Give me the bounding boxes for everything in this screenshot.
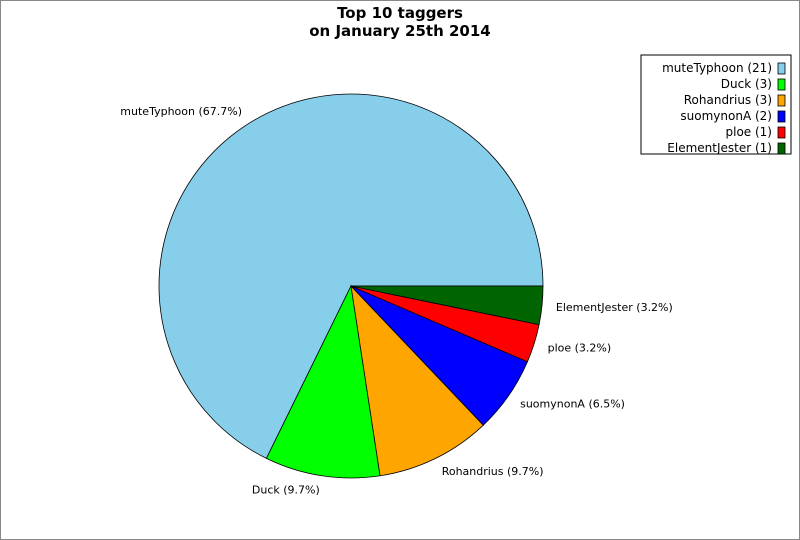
legend-swatch-rohandrius: [777, 94, 786, 107]
slice-label-suomynona: suomynonA (6.5%): [520, 398, 625, 411]
legend-label-suomynona: suomynonA (2): [680, 109, 772, 123]
pie-slice-elementjester: [350, 285, 544, 326]
legend-label-ploe: ploe (1): [726, 125, 773, 139]
legend-label-mutetyphoon: muteTyphoon (21): [662, 61, 772, 75]
slice-label-rohandrius: Rohandrius (9.7%): [442, 465, 544, 478]
pie-slice-rohandrius: [350, 284, 484, 477]
pie-slice-duck: [265, 284, 381, 479]
legend-box: [640, 54, 792, 155]
slice-labels: muteTyphoon (67.7%) Duck (9.7%) Rohandrius…: [120, 105, 673, 496]
slice-label-mutetyphoon: muteTyphoon (67.7%): [120, 105, 242, 118]
legend-swatch-mutetyphoon: [777, 62, 786, 75]
slice-label-ploe: ploe (3.2%): [548, 342, 612, 355]
pie-slices: [158, 93, 544, 479]
pie-slice-mutetyphoon: [158, 93, 544, 459]
legend-swatch-duck: [777, 78, 786, 91]
legend: muteTyphoon (21) Duck (3) Rohandrius (3) su…: [640, 54, 792, 155]
legend-label-rohandrius: Rohandrius (3): [684, 93, 772, 107]
slice-label-elementjester: ElementJester (3.2%): [556, 301, 673, 314]
chart-title-line-2: on January 25th 2014: [309, 22, 490, 40]
legend-label-elementjester: ElementJester (1): [667, 141, 772, 155]
legend-swatch-elementjester: [777, 142, 786, 155]
legend-label-duck: Duck (3): [721, 77, 772, 91]
chart-title-line-1: Top 10 taggers: [337, 4, 463, 22]
legend-swatch-suomynona: [777, 110, 786, 123]
slice-label-duck: Duck (9.7%): [252, 484, 320, 497]
legend-swatch-ploe: [777, 126, 786, 139]
